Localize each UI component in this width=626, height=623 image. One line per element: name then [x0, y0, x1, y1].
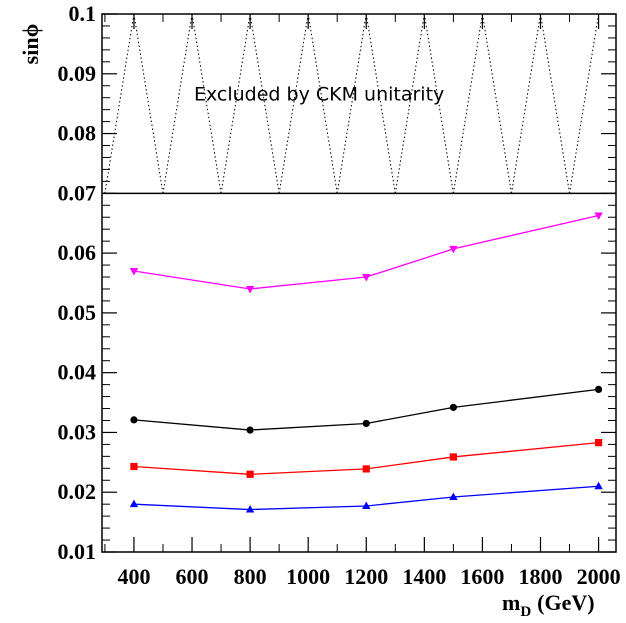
data-point: [129, 499, 139, 508]
data-point: [362, 501, 371, 509]
series-1: [129, 212, 603, 294]
hatch-line: [133, 13, 164, 194]
data-point: [246, 426, 254, 434]
data-point: [449, 245, 458, 254]
x-tick-label: 800: [234, 564, 267, 589]
hatch-line: [569, 13, 600, 194]
x-tick-label: 1200: [344, 564, 388, 589]
data-point: [130, 462, 138, 471]
data-point: [362, 419, 370, 428]
x-tick-label: 2000: [577, 564, 621, 589]
series-4: [129, 481, 603, 513]
hatch-line: [162, 13, 193, 194]
data-point: [130, 416, 138, 424]
x-tick-label: 400: [117, 564, 150, 589]
y-tick-label: 0.01: [58, 539, 97, 564]
x-axis-title-subscript: D: [520, 604, 531, 620]
y-tick-label: 0.03: [58, 419, 97, 444]
data-point: [449, 492, 458, 501]
data-point: [362, 274, 371, 282]
x-tick-label: 1000: [286, 564, 330, 589]
x-axis-title-main: m: [502, 590, 520, 615]
data-point: [594, 481, 603, 490]
x-tick-labels: 400 600 800 1000 1200 1400 1600 1800 2000: [117, 564, 620, 589]
x-tick-label: 1800: [518, 564, 562, 589]
y-tick-label: 0.02: [58, 479, 97, 504]
x-axis-title: mD (GeV): [502, 590, 595, 620]
y-axis-title: sinϕ: [18, 24, 43, 65]
data-point: [594, 212, 603, 220]
x-tick-label: 1400: [402, 564, 446, 589]
data-point: [449, 403, 457, 411]
x-tick-label: 1600: [460, 564, 504, 589]
hatch-line: [481, 13, 512, 194]
data-point: [129, 268, 139, 276]
series-3: [130, 439, 603, 478]
data-point: [449, 453, 457, 461]
data-point: [245, 505, 255, 513]
hatch-line: [510, 13, 541, 194]
data-point: [246, 470, 254, 478]
data-point: [594, 439, 603, 447]
hatch-line: [452, 13, 483, 194]
plot-frame: [101, 13, 617, 553]
series-layer: [129, 212, 603, 513]
excluded-region-label: Excluded by CKM unitarity: [194, 84, 444, 106]
series-2: [130, 385, 603, 434]
data-point: [245, 285, 255, 294]
data-point: [362, 465, 370, 473]
y-tick-labels: 0.01 0.02 0.03 0.04 0.05 0.06 0.07 0.08 0.09 0.1: [58, 1, 97, 564]
y-tick-label: 0.05: [58, 300, 97, 325]
hatch-line: [104, 13, 135, 194]
x-tick-label: 600: [176, 564, 209, 589]
y-tick-label: 0.1: [69, 1, 97, 26]
y-tick-label: 0.04: [58, 360, 97, 385]
y-tick-label: 0.08: [58, 121, 97, 146]
x-axis-title-unit: (GeV): [537, 590, 594, 615]
y-tick-label: 0.06: [58, 240, 97, 265]
hatch-line: [540, 13, 571, 194]
y-tick-label: 0.09: [58, 61, 97, 86]
y-tick-label: 0.07: [58, 180, 97, 205]
data-point: [594, 385, 603, 394]
